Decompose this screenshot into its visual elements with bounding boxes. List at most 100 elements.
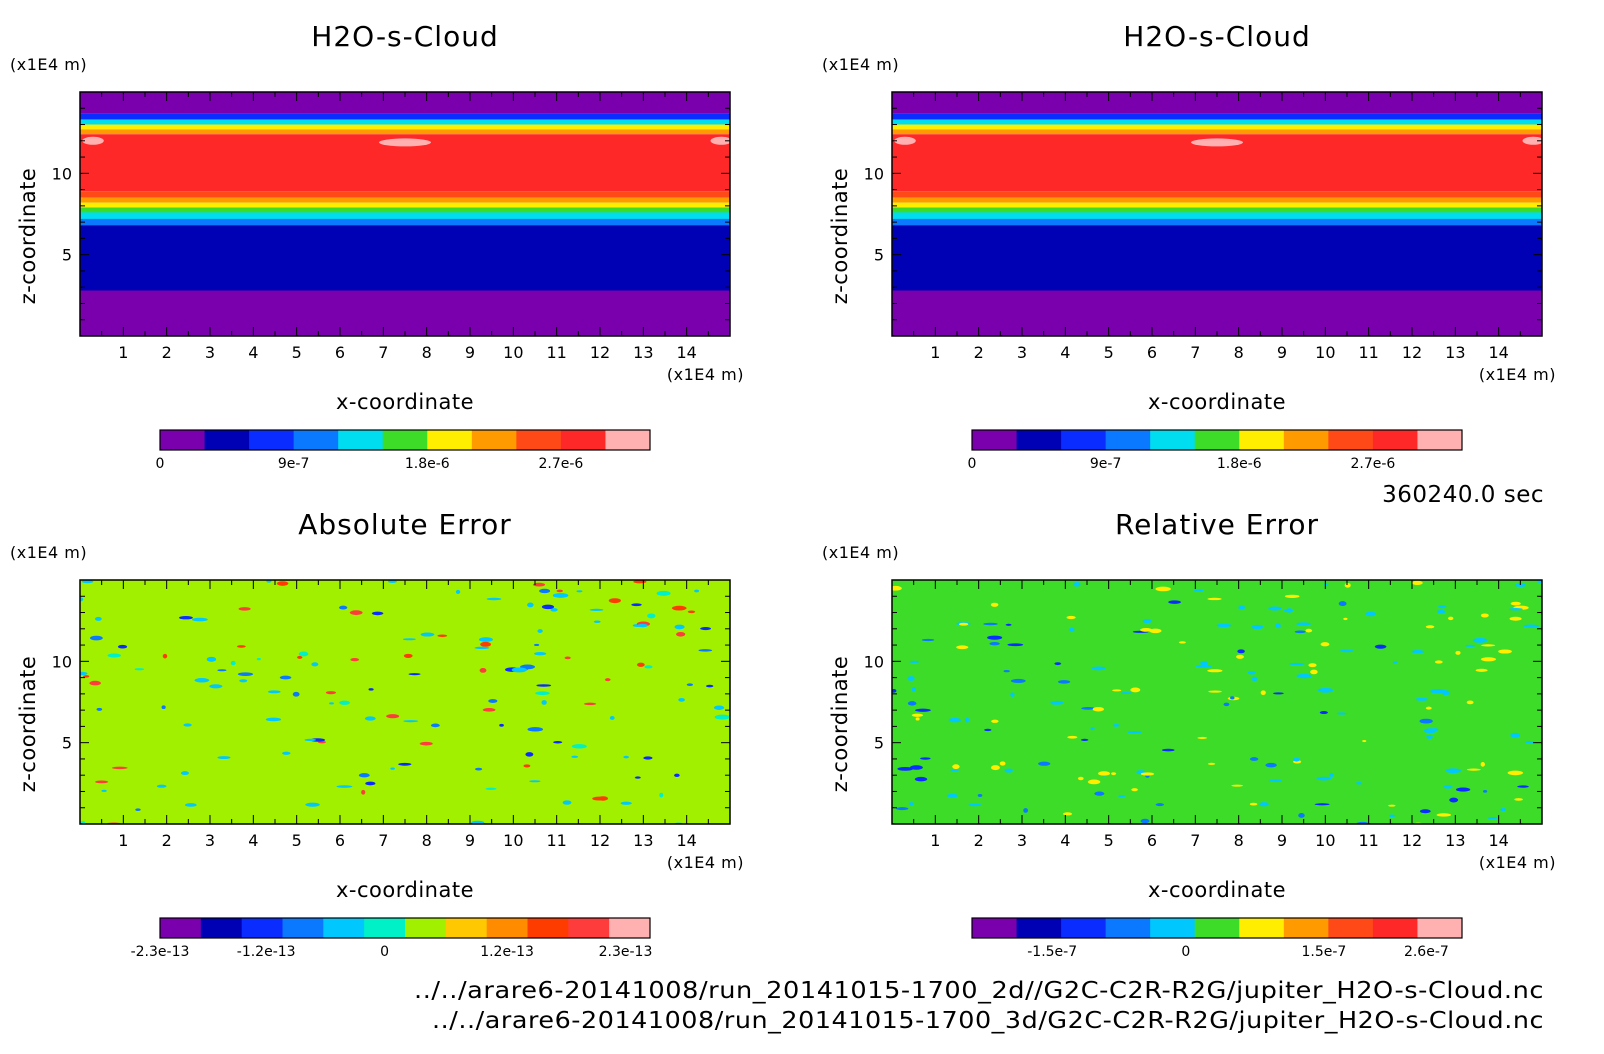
contour-speck bbox=[1118, 795, 1126, 798]
contour-speck bbox=[1069, 627, 1075, 632]
contour-speck bbox=[534, 651, 547, 656]
contour-speck bbox=[523, 764, 531, 768]
contour-band bbox=[892, 119, 1542, 125]
y-axis-label: z-coordinate bbox=[828, 656, 852, 793]
contour-speck bbox=[1216, 623, 1232, 628]
contour-speck bbox=[686, 683, 694, 687]
contour-band bbox=[80, 134, 730, 192]
x-tick-label: 11 bbox=[546, 831, 566, 850]
contour-speck bbox=[623, 755, 629, 759]
contour-speck bbox=[1168, 600, 1181, 604]
contour-speck bbox=[1293, 757, 1301, 762]
contour-band bbox=[892, 129, 1542, 135]
contour-speck bbox=[636, 662, 645, 667]
x-tick-label: 13 bbox=[1445, 343, 1465, 362]
x-axis-label: x-coordinate bbox=[336, 390, 474, 414]
contour-speck bbox=[135, 808, 141, 812]
panel-title: Relative Error bbox=[1115, 508, 1319, 541]
colorbar-swatch bbox=[605, 430, 651, 450]
colorbar-swatch bbox=[160, 430, 206, 450]
x-tick-label: 10 bbox=[503, 343, 523, 362]
contour-speck bbox=[713, 705, 725, 710]
contour-speck bbox=[111, 766, 128, 770]
contour-speck bbox=[990, 602, 999, 607]
contour-speck bbox=[371, 611, 384, 616]
colorbar-swatch bbox=[527, 918, 569, 938]
colorbar-swatch bbox=[338, 430, 384, 450]
contour-speck bbox=[989, 642, 1000, 646]
contour-speck bbox=[1073, 582, 1081, 587]
contour-speck bbox=[1465, 644, 1476, 647]
contour-speck bbox=[339, 605, 348, 610]
contour-speck bbox=[1063, 812, 1073, 816]
contour-speck bbox=[298, 651, 309, 657]
colorbar-swatch bbox=[1105, 430, 1151, 450]
contour-speck bbox=[386, 714, 400, 719]
contour-speck bbox=[965, 717, 970, 723]
contour-speck bbox=[1197, 736, 1208, 739]
contour-speck bbox=[914, 776, 928, 782]
contour-speck bbox=[1090, 727, 1095, 731]
contour-speck bbox=[952, 764, 960, 770]
contour-speck bbox=[368, 688, 374, 691]
colorbar-swatch bbox=[1283, 430, 1329, 450]
contour-speck bbox=[1149, 628, 1162, 634]
y-axis-label: z-coordinate bbox=[828, 168, 852, 305]
contour-speck bbox=[511, 667, 527, 673]
contour-speck bbox=[1155, 803, 1165, 807]
contour-speck bbox=[350, 657, 360, 662]
contour-speck bbox=[1483, 790, 1488, 793]
contour-band bbox=[892, 191, 1542, 198]
contour-speck bbox=[576, 590, 583, 593]
y-tick-label: 5 bbox=[62, 734, 72, 753]
contour-speck bbox=[1111, 772, 1117, 776]
contour-speck bbox=[96, 707, 103, 711]
contour-speck bbox=[892, 585, 902, 591]
y-unit-label: (x1E4 m) bbox=[822, 55, 899, 74]
plot-area bbox=[892, 92, 1542, 336]
x-tick-label: 3 bbox=[205, 343, 215, 362]
contour-speck bbox=[583, 702, 597, 706]
contour-speck bbox=[292, 691, 300, 697]
contour-speck bbox=[1498, 649, 1512, 654]
contour-speck bbox=[1237, 649, 1245, 654]
contour-speck bbox=[1005, 623, 1012, 626]
contour-speck bbox=[1455, 650, 1461, 655]
x-tick-label: 2 bbox=[162, 831, 172, 850]
contour-speck bbox=[1265, 762, 1277, 768]
contour-speck bbox=[541, 700, 547, 705]
colorbar-swatch bbox=[972, 430, 1018, 450]
contour-speck bbox=[541, 604, 555, 610]
x-tick-label: 12 bbox=[1402, 343, 1422, 362]
contour-speck bbox=[1113, 723, 1120, 727]
contour-speck bbox=[1374, 644, 1387, 649]
panel-title: H2O-s-Cloud bbox=[1123, 20, 1310, 53]
contour-patch bbox=[1522, 136, 1542, 145]
contour-speck bbox=[990, 765, 1000, 771]
contour-speck bbox=[1294, 630, 1306, 634]
colorbar-swatch bbox=[323, 918, 365, 938]
contour-speck bbox=[550, 607, 558, 612]
colorbar-swatch bbox=[249, 430, 295, 450]
contour-speck bbox=[162, 653, 168, 659]
contour-speck bbox=[1514, 583, 1527, 587]
x-tick-label: 6 bbox=[335, 831, 345, 850]
contour-speck bbox=[480, 641, 492, 647]
contour-speck bbox=[81, 580, 94, 584]
contour-speck bbox=[1466, 768, 1481, 771]
contour-speck bbox=[1510, 732, 1521, 738]
contour-speck bbox=[1054, 662, 1062, 666]
colorbar-swatch bbox=[427, 430, 473, 450]
contour-speck bbox=[1340, 649, 1354, 653]
x-tick-label: 7 bbox=[1190, 343, 1200, 362]
contour-speck bbox=[1178, 641, 1186, 644]
contour-speck bbox=[1320, 642, 1330, 647]
contour-speck bbox=[499, 723, 504, 727]
x-unit-label: (x1E4 m) bbox=[667, 365, 744, 384]
contour-speck bbox=[90, 635, 103, 641]
contour-band bbox=[80, 119, 730, 125]
contour-speck bbox=[1127, 730, 1142, 734]
contour-speck bbox=[305, 802, 320, 807]
contour-band bbox=[892, 197, 1542, 203]
contour-speck bbox=[1415, 697, 1428, 701]
